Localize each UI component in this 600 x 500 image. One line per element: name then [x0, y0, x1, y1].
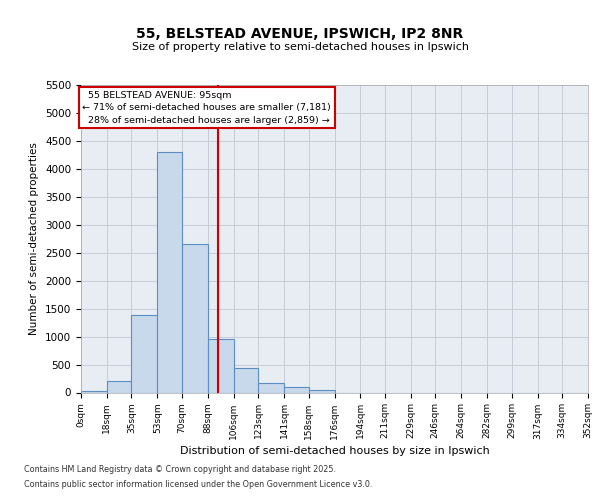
Y-axis label: Number of semi-detached properties: Number of semi-detached properties [29, 142, 40, 335]
Bar [284, 387, 308, 392]
Bar [182, 244, 208, 392]
Text: 55, BELSTEAD AVENUE, IPSWICH, IP2 8NR: 55, BELSTEAD AVENUE, IPSWICH, IP2 8NR [136, 28, 464, 42]
Text: 55 BELSTEAD AVENUE: 95sqm
← 71% of semi-detached houses are smaller (7,181)
  28: 55 BELSTEAD AVENUE: 95sqm ← 71% of semi-… [82, 90, 331, 124]
X-axis label: Distribution of semi-detached houses by size in Ipswich: Distribution of semi-detached houses by … [179, 446, 490, 456]
Text: Size of property relative to semi-detached houses in Ipswich: Size of property relative to semi-detach… [131, 42, 469, 52]
Text: Contains HM Land Registry data © Crown copyright and database right 2025.: Contains HM Land Registry data © Crown c… [24, 465, 336, 474]
Bar [208, 340, 233, 392]
Bar [81, 391, 107, 392]
Text: Contains public sector information licensed under the Open Government Licence v3: Contains public sector information licen… [24, 480, 373, 489]
Bar [107, 382, 131, 392]
Bar [258, 383, 284, 392]
Bar [157, 152, 182, 392]
Bar [131, 316, 157, 392]
Bar [308, 390, 335, 392]
Bar [233, 368, 258, 392]
